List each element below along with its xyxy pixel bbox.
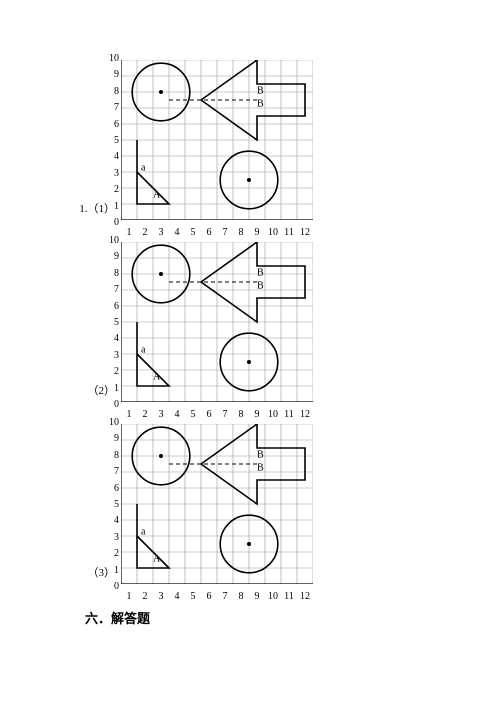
- label-a-upper: A: [153, 372, 161, 383]
- label-b-bot: B: [257, 280, 264, 291]
- x-tick: 2: [137, 591, 153, 602]
- y-axis-ticks: 109876543210: [105, 60, 119, 224]
- figure-row: （3）109876543210AaBB123456789101112: [0, 424, 500, 588]
- y-axis-ticks: 109876543210: [105, 242, 119, 406]
- x-tick: 8: [233, 591, 249, 602]
- chart-wrap: 109876543210AaBB123456789101112: [121, 424, 313, 588]
- x-tick: 7: [217, 227, 233, 238]
- label-a-upper: A: [153, 554, 161, 565]
- x-tick: 1: [121, 591, 137, 602]
- x-tick: 8: [233, 409, 249, 420]
- label-b-top: B: [257, 268, 264, 279]
- x-tick: 11: [281, 409, 297, 420]
- figure-row: 1.（1）109876543210AaBB123456789101112: [0, 60, 500, 224]
- x-tick: 3: [153, 591, 169, 602]
- x-tick: 9: [249, 409, 265, 420]
- section-heading: 六．解答题: [0, 608, 500, 627]
- label-a-lower: a: [141, 526, 146, 537]
- arrow-lower: [201, 100, 305, 140]
- label-b-bot: B: [257, 98, 264, 109]
- x-axis-ticks: 123456789101112: [121, 409, 313, 420]
- x-tick: 1: [121, 409, 137, 420]
- grid-chart: Aa BB: [121, 60, 313, 220]
- label-b-top: B: [257, 86, 264, 97]
- figures-container: 1.（1）109876543210AaBB123456789101112（2）1…: [0, 60, 500, 588]
- x-tick: 5: [185, 409, 201, 420]
- x-tick: 10: [265, 591, 281, 602]
- x-tick: 11: [281, 591, 297, 602]
- x-tick: 5: [185, 227, 201, 238]
- page: 1.（1）109876543210AaBB123456789101112（2）1…: [0, 0, 500, 627]
- x-tick: 12: [297, 227, 313, 238]
- x-axis-ticks: 123456789101112: [121, 591, 313, 602]
- arrow-upper: [201, 424, 305, 464]
- grid-chart: Aa BB: [121, 242, 313, 402]
- label-b-top: B: [257, 450, 264, 461]
- x-tick: 2: [137, 409, 153, 420]
- y-axis-ticks: 109876543210: [105, 424, 119, 588]
- x-tick: 12: [297, 591, 313, 602]
- grid-chart: Aa BB: [121, 424, 313, 584]
- x-tick: 9: [249, 591, 265, 602]
- label-a-upper: A: [153, 190, 161, 201]
- figure-row: （2）109876543210AaBB123456789101112: [0, 242, 500, 406]
- x-tick: 9: [249, 227, 265, 238]
- x-tick: 6: [201, 227, 217, 238]
- label-a-lower: a: [141, 344, 146, 355]
- x-tick: 1: [121, 227, 137, 238]
- x-tick: 7: [217, 591, 233, 602]
- chart-wrap: 109876543210AaBB123456789101112: [121, 242, 313, 406]
- x-tick: 4: [169, 409, 185, 420]
- x-tick: 7: [217, 409, 233, 420]
- arrow-upper: [201, 242, 305, 282]
- label-a-lower: a: [141, 162, 146, 173]
- x-tick: 6: [201, 591, 217, 602]
- x-tick: 4: [169, 227, 185, 238]
- x-tick: 6: [201, 409, 217, 420]
- x-tick: 4: [169, 591, 185, 602]
- chart-wrap: 109876543210AaBB123456789101112: [121, 60, 313, 224]
- x-tick: 2: [137, 227, 153, 238]
- x-tick: 11: [281, 227, 297, 238]
- arrow-lower: [201, 464, 305, 504]
- x-tick: 3: [153, 409, 169, 420]
- arrow-lower: [201, 282, 305, 322]
- arrow-upper: [201, 60, 305, 100]
- x-tick: 12: [297, 409, 313, 420]
- x-axis-ticks: 123456789101112: [121, 227, 313, 238]
- x-tick: 8: [233, 227, 249, 238]
- x-tick: 10: [265, 227, 281, 238]
- x-tick: 5: [185, 591, 201, 602]
- x-tick: 10: [265, 409, 281, 420]
- x-tick: 3: [153, 227, 169, 238]
- label-b-bot: B: [257, 462, 264, 473]
